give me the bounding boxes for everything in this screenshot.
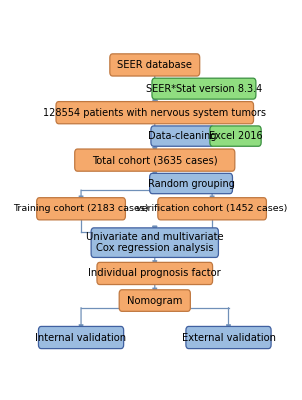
Text: Training cohort (2183 cases): Training cohort (2183 cases) [13, 204, 149, 213]
FancyBboxPatch shape [37, 198, 125, 220]
FancyBboxPatch shape [149, 173, 233, 194]
FancyBboxPatch shape [210, 126, 261, 146]
Text: Excel 2016: Excel 2016 [209, 131, 262, 141]
FancyBboxPatch shape [151, 126, 214, 146]
Text: Total cohort (3635 cases): Total cohort (3635 cases) [92, 155, 217, 165]
FancyBboxPatch shape [158, 198, 266, 220]
Text: SEER database: SEER database [117, 60, 192, 70]
FancyBboxPatch shape [186, 326, 271, 349]
FancyBboxPatch shape [119, 290, 190, 311]
Text: SEER*Stat version 8.3.4: SEER*Stat version 8.3.4 [146, 84, 262, 94]
FancyBboxPatch shape [75, 149, 235, 171]
FancyBboxPatch shape [97, 262, 213, 284]
Text: verification cohort (1452 cases): verification cohort (1452 cases) [137, 204, 288, 213]
Text: External validation: External validation [182, 332, 275, 342]
Text: Individual prognosis factor: Individual prognosis factor [88, 268, 221, 278]
FancyBboxPatch shape [91, 228, 218, 258]
FancyBboxPatch shape [110, 54, 200, 76]
Text: Internal validation: Internal validation [36, 332, 127, 342]
Text: 128554 patients with nervous system tumors: 128554 patients with nervous system tumo… [43, 108, 266, 118]
Text: Data-cleaning: Data-cleaning [148, 131, 217, 141]
Text: Random grouping: Random grouping [148, 178, 234, 188]
FancyBboxPatch shape [56, 102, 254, 124]
Text: Univariate and multivariate
Cox regression analysis: Univariate and multivariate Cox regressi… [86, 232, 223, 254]
FancyBboxPatch shape [38, 326, 124, 349]
Text: Nomogram: Nomogram [127, 296, 182, 306]
FancyBboxPatch shape [152, 78, 256, 99]
